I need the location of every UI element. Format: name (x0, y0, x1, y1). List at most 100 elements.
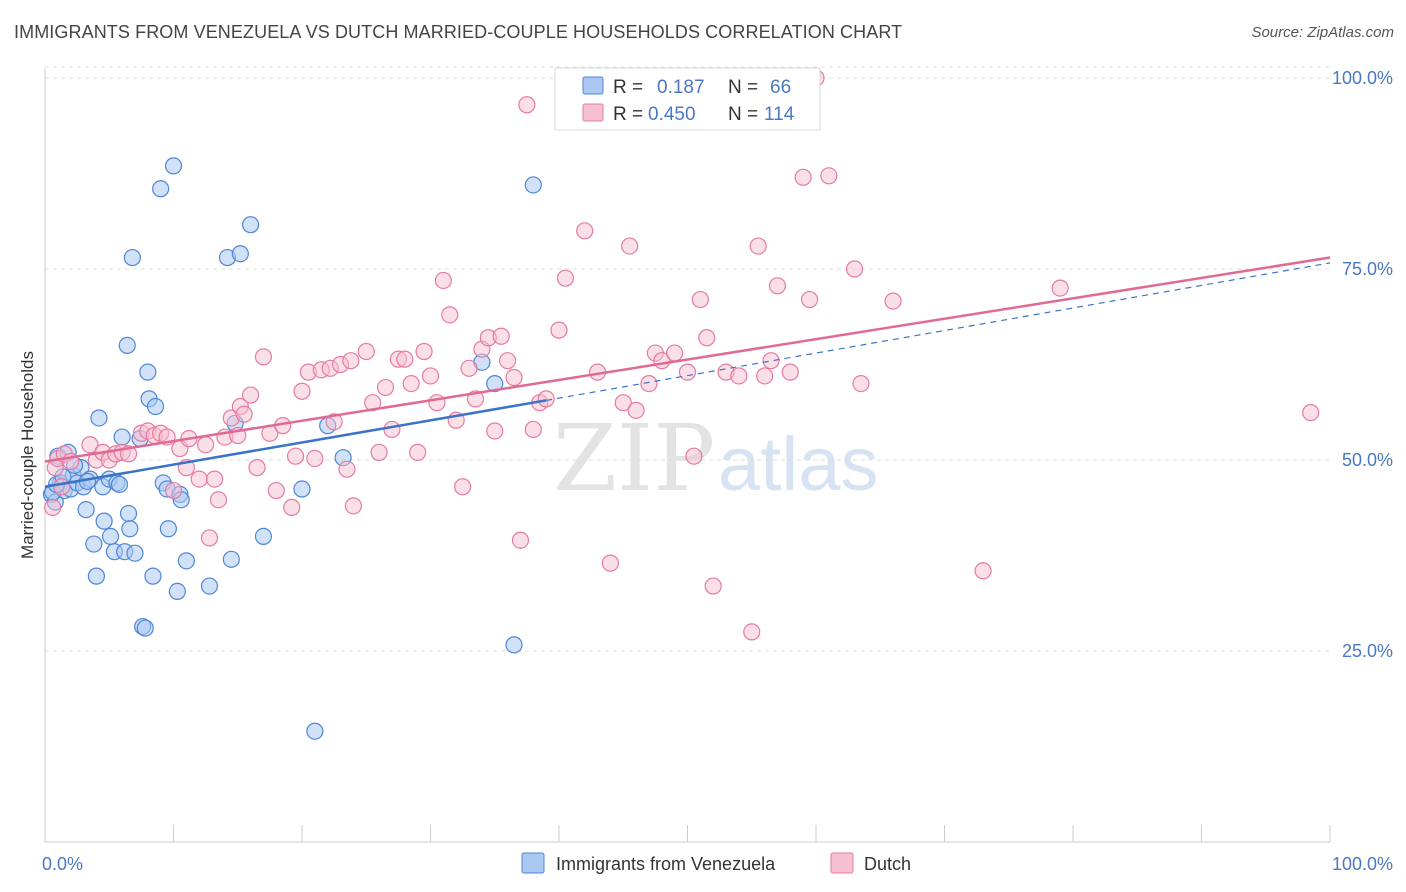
data-point-venezuela (121, 520, 139, 538)
data-point-dutch (434, 271, 452, 290)
x-tick-label: 0.0% (42, 854, 83, 874)
tick-labels: 25.0% 50.0% 75.0% 100.0% 0.0% 100.0% (42, 68, 1393, 874)
y-tick-label: 50.0% (1342, 450, 1393, 470)
data-point-venezuela (200, 577, 219, 595)
y-tick-label: 25.0% (1342, 641, 1393, 661)
data-point-dutch (376, 378, 395, 397)
bottom-legend-label-dutch: Dutch (864, 854, 911, 874)
data-point-dutch (794, 168, 812, 186)
data-point-dutch (499, 352, 517, 370)
trend-line-dutch (44, 256, 1331, 463)
data-point-dutch (627, 401, 645, 419)
x-tick-label: 100.0% (1332, 854, 1393, 874)
data-point-venezuela (152, 180, 170, 198)
data-point-venezuela (146, 397, 165, 416)
data-point-dutch (511, 531, 530, 549)
data-point-venezuela (486, 375, 504, 393)
data-point-dutch (678, 363, 697, 381)
data-point-dutch (344, 497, 362, 515)
data-point-dutch (1051, 279, 1069, 297)
data-point-venezuela (231, 245, 249, 263)
data-point-dutch (768, 277, 787, 295)
trend-line-venezuela-extension (546, 262, 1331, 401)
data-point-dutch (357, 342, 375, 361)
data-point-dutch (884, 292, 902, 310)
data-point-dutch (242, 386, 260, 404)
data-point-dutch (209, 491, 228, 509)
data-point-dutch (402, 375, 420, 393)
data-point-venezuela (159, 520, 177, 538)
data-point-venezuela (524, 176, 542, 194)
legend-r-value: 0.187 (657, 77, 705, 98)
data-point-dutch (383, 420, 401, 439)
legend-swatch-venezuela (582, 76, 604, 95)
data-point-dutch (537, 390, 555, 408)
bottom-legend-swatch-dutch (830, 852, 854, 874)
y-tick-label: 100.0% (1332, 68, 1393, 88)
data-point-dutch (800, 290, 819, 309)
data-point-venezuela (505, 636, 523, 654)
data-point-venezuela (119, 504, 138, 523)
data-point-venezuela (242, 216, 260, 234)
data-point-venezuela (110, 475, 129, 494)
data-point-venezuela (101, 527, 120, 546)
data-point-dutch (614, 394, 632, 412)
legend-n-label: N = (728, 104, 758, 125)
data-point-venezuela (85, 535, 103, 553)
bottom-legend: Immigrants from Venezuela Dutch (521, 852, 911, 874)
data-point-dutch (286, 447, 305, 465)
data-point-dutch (601, 554, 620, 572)
data-point-venezuela (113, 428, 131, 446)
data-point-venezuela (123, 248, 141, 267)
data-point-dutch (755, 367, 774, 385)
data-point-dutch (492, 327, 510, 345)
data-point-venezuela (222, 550, 240, 568)
data-point-dutch (164, 481, 183, 500)
legend-n-value: 66 (770, 77, 791, 98)
legend-r-label: R = (613, 104, 643, 125)
data-point-venezuela (306, 722, 324, 740)
series-dutch (44, 69, 1320, 641)
data-point-dutch (190, 470, 208, 488)
data-point-venezuela (164, 157, 183, 175)
data-point-dutch (704, 577, 722, 595)
data-point-dutch (338, 460, 356, 478)
data-point-dutch (550, 321, 568, 339)
data-point-dutch (621, 237, 639, 255)
legend: R = 0.187 N = 66 R = 0.450 N = 114 (554, 67, 821, 131)
data-point-dutch (206, 470, 224, 488)
watermark: ZIP atlas (553, 405, 879, 512)
data-point-dutch (254, 348, 273, 366)
data-point-venezuela (139, 363, 157, 381)
data-point-dutch (235, 405, 253, 423)
data-point-dutch (1302, 404, 1320, 422)
data-point-dutch (53, 478, 71, 496)
data-point-dutch (283, 498, 301, 516)
legend-n-value: 114 (764, 104, 795, 125)
data-point-dutch (762, 352, 780, 370)
trend-lines (44, 256, 1331, 488)
data-point-venezuela (177, 552, 195, 570)
bottom-legend-label-venezuela: Immigrants from Venezuela (556, 854, 776, 874)
legend-r-value: 0.450 (648, 104, 696, 125)
data-point-dutch (415, 342, 433, 361)
chart-title: IMMIGRANTS FROM VENEZUELA VS DUTCH MARRI… (14, 22, 903, 42)
data-point-venezuela (293, 480, 311, 498)
data-point-dutch (974, 562, 992, 580)
data-point-dutch (441, 306, 459, 324)
data-point-venezuela (144, 567, 162, 585)
data-point-dutch (370, 443, 388, 461)
data-point-venezuela (168, 582, 186, 601)
data-point-dutch (306, 449, 324, 468)
data-point-venezuela (136, 619, 154, 637)
data-point-dutch (685, 447, 703, 465)
bottom-legend-swatch-venezuela (521, 852, 545, 874)
data-point-venezuela (118, 336, 136, 354)
data-point-dutch (267, 481, 285, 500)
data-point-venezuela (126, 544, 144, 562)
data-point-dutch (396, 350, 414, 368)
data-point-venezuela (87, 567, 106, 585)
data-point-dutch (524, 420, 542, 439)
data-point-dutch (730, 367, 748, 385)
